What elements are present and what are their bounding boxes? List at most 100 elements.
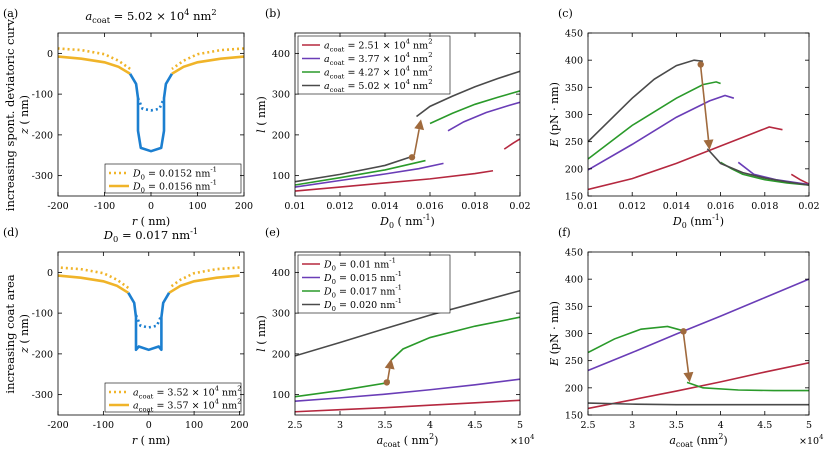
series-line: [588, 59, 704, 143]
y-axis-label: E (pN · nm): [548, 82, 561, 148]
coated-tube-dotted: [136, 97, 166, 112]
y-tick-label: 150: [565, 411, 583, 422]
legend-box: [297, 254, 451, 314]
panel-c: 0.01 0.012 0.014 0.016 0.018 0.02 150 200 250 300…: [548, 7, 820, 230]
transition-marker: [383, 379, 390, 386]
y-tick-label: 300: [272, 309, 290, 320]
panel-label: (c): [558, 7, 573, 20]
y-tick-label: 300: [565, 110, 583, 121]
plot-frame: [294, 251, 521, 416]
membrane-outer-right: [171, 55, 245, 75]
series-line: [588, 94, 735, 171]
x-tick-label: 0.012: [619, 201, 646, 212]
series-line: [503, 138, 520, 150]
membrane-outer-left: [57, 55, 131, 75]
x-tick-label: 4.5: [757, 420, 772, 431]
y-tick-label: 400: [565, 56, 583, 67]
y-axis-label: E (pN · nm): [548, 301, 561, 367]
panel-label: (e): [265, 226, 280, 239]
x-tick-label: 3: [337, 420, 343, 431]
series-group: [588, 59, 809, 191]
series-line: [447, 101, 520, 132]
y-tick-label: 450: [565, 29, 583, 40]
y-tick-label: 200: [565, 164, 583, 175]
x-tick-label: -200: [47, 201, 68, 212]
panel-f: 2.5 3 3.5 4 4.5 5 150 200 250 300 350 400 450 acoat (…: [548, 226, 823, 449]
y-tick-label: 450: [565, 248, 583, 259]
x-tick-label: 0.01: [577, 201, 598, 212]
plot-frame: [294, 32, 521, 197]
panel-label: (d): [3, 226, 19, 239]
membrane-outer-right-dotted: [168, 266, 240, 289]
y-tick-label: -100: [32, 90, 53, 101]
series-line: [416, 70, 520, 118]
y-tick-label: 0: [47, 49, 53, 60]
legend-label: acoat = 3.52 × 104 nm2: [133, 385, 242, 401]
series-line: [706, 148, 809, 186]
x-tick-label: 0.018: [751, 201, 778, 212]
series-line: [588, 402, 809, 406]
x-multiplier: ×104: [510, 433, 534, 447]
x-tick-label: 2.5: [580, 420, 595, 431]
row-label-top: increasing spont. deviatoric curv.: [3, 17, 17, 211]
membrane-outer-right-dotted: [171, 47, 245, 70]
membrane-outer-left-dotted: [57, 47, 131, 70]
x-tick-label: -100: [94, 201, 115, 212]
legend-label: D0 = 0.017 nm-1: [323, 284, 402, 300]
x-tick-label: 3: [629, 420, 635, 431]
plot-frame: [57, 251, 245, 416]
y-tick-label: 150: [565, 192, 583, 203]
series-group: [295, 289, 520, 413]
transition-arrow: [699, 66, 710, 140]
x-tick-label: 0.014: [371, 201, 398, 212]
y-tick-label: 350: [565, 83, 583, 94]
x-tick-label: 4.5: [467, 420, 482, 431]
x-tick-label: 0.016: [707, 201, 734, 212]
x-tick-label: 4: [718, 420, 724, 431]
membrane-outer-left: [57, 274, 129, 294]
legend-box: [104, 163, 242, 194]
y-tick-label: 0: [47, 268, 53, 279]
x-axis-label: r ( nm): [132, 434, 170, 447]
y-tick-label: 100: [272, 171, 290, 182]
series-line: [686, 381, 809, 392]
y-tick-label: 250: [565, 356, 583, 367]
row-label-bottom: increasing coat area: [3, 274, 17, 393]
legend-label: D0 = 0.020 nm-1: [323, 297, 402, 313]
coated-tube-dotted: [134, 314, 163, 329]
x-tick-label: 2.5: [287, 420, 302, 431]
x-tick-label: -200: [47, 420, 68, 431]
legend-label: D0 = 0.015 nm-1: [323, 270, 402, 286]
series-line: [295, 289, 520, 357]
series-line: [588, 325, 686, 354]
legend-label: acoat = 2.51 × 104 nm2: [324, 38, 433, 54]
legend-label: acoat = 4.27 × 104 nm2: [324, 65, 433, 81]
y-tick-label: -300: [32, 171, 53, 182]
series-line: [295, 169, 494, 192]
coated-tube-solid: [127, 292, 171, 352]
transition-marker: [680, 328, 687, 335]
transition-arrow: [682, 333, 690, 373]
x-axis-label: acoat ( nm2): [377, 432, 439, 449]
x-tick-label: 4: [427, 420, 433, 431]
panel-a: D0 = 0.0152 nm-1D0 = 0.0156 nm-1 -200 -100…: [3, 7, 253, 228]
arrow-head: [683, 371, 694, 383]
series-line: [790, 173, 809, 185]
y-tick-label: 350: [565, 302, 583, 313]
x-axis-label: r ( nm): [132, 215, 170, 228]
x-axis-label: D0 ( nm-1): [379, 213, 435, 230]
x-tick-label: 0.014: [663, 201, 690, 212]
series-line: [295, 159, 426, 186]
legend-label: D0 = 0.0152 nm-1: [132, 166, 217, 182]
panel-title: D0 = 0.017 nm-1: [103, 226, 198, 244]
x-multiplier: ×104: [799, 433, 823, 447]
y-tick-label: 300: [565, 329, 583, 340]
x-tick-label: 100: [188, 201, 206, 212]
series-line: [390, 316, 520, 361]
x-tick-label: 100: [185, 420, 203, 431]
arrow-head: [414, 119, 425, 131]
series-line: [588, 278, 809, 372]
